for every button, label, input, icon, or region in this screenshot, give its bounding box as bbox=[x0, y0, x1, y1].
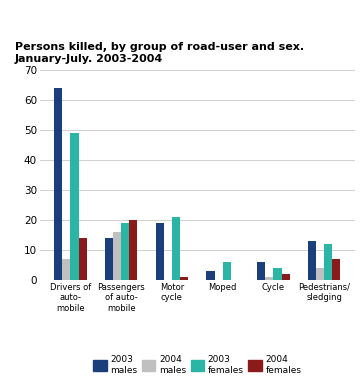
Bar bbox=[308, 241, 316, 280]
Bar bbox=[282, 274, 290, 280]
Bar bbox=[332, 259, 340, 280]
Bar bbox=[257, 262, 265, 280]
Bar bbox=[121, 223, 129, 280]
Bar bbox=[324, 244, 332, 280]
Bar bbox=[129, 220, 138, 280]
Bar bbox=[156, 223, 164, 280]
Bar bbox=[172, 217, 180, 280]
Bar bbox=[180, 277, 188, 280]
Text: Persons killed, by group of road-user and sex.
January-July. 2003-2004: Persons killed, by group of road-user an… bbox=[14, 42, 304, 64]
Bar bbox=[206, 271, 215, 280]
Bar bbox=[113, 232, 121, 280]
Bar bbox=[316, 268, 324, 280]
Bar bbox=[273, 268, 282, 280]
Bar bbox=[265, 277, 273, 280]
Legend: 2003
males, 2004
males, 2003
females, 2004
females: 2003 males, 2004 males, 2003 females, 20… bbox=[89, 352, 305, 378]
Bar bbox=[79, 238, 87, 280]
Bar bbox=[223, 262, 231, 280]
Bar bbox=[62, 259, 70, 280]
Bar bbox=[54, 88, 62, 280]
Bar bbox=[70, 133, 79, 280]
Bar bbox=[105, 238, 113, 280]
